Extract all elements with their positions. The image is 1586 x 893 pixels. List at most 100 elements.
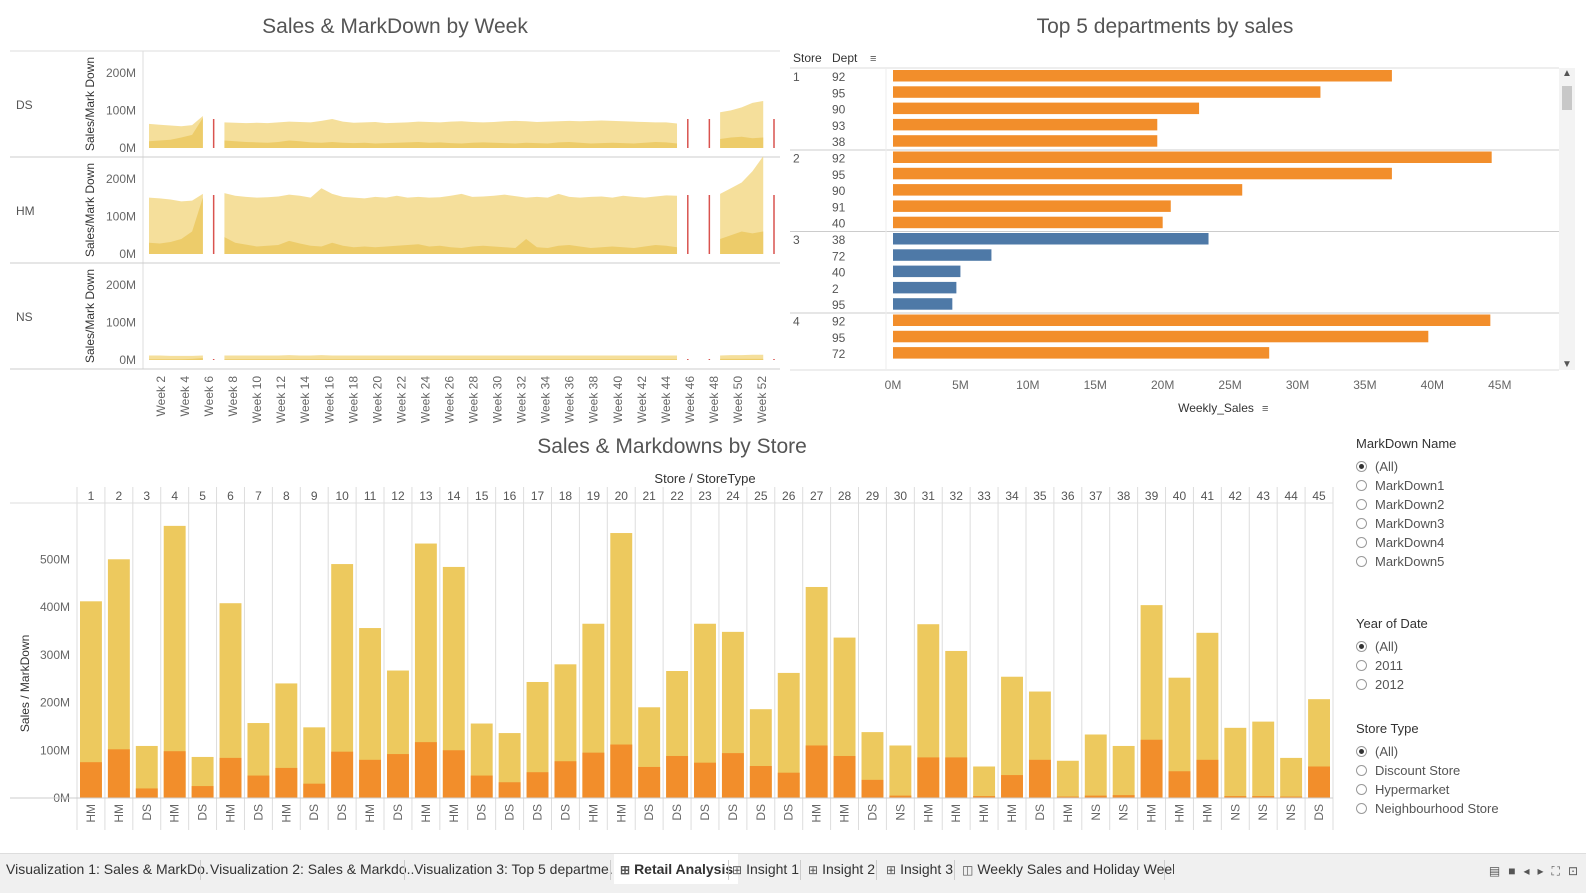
radio-icon[interactable]: [1356, 746, 1367, 757]
sheet-tab-label: Insight 1: [746, 861, 799, 877]
store-type-label: NS: [1117, 804, 1131, 821]
sheet-tab[interactable]: ⊞ Retail Analysis: [614, 854, 738, 884]
sheet-tab[interactable]: Visualization 1: Sales & MarkDo...: [0, 854, 210, 884]
store-number-label: 29: [866, 489, 880, 503]
store-markdown-bar: [470, 775, 493, 798]
sheet-tab[interactable]: Visualization 3: Top 5 departme...: [408, 854, 620, 884]
radio-icon[interactable]: [1356, 518, 1367, 529]
filter-option[interactable]: MarkDown2: [1356, 495, 1456, 514]
filter-store-type[interactable]: Store Type (All) Discount Store Hypermarke…: [1356, 721, 1499, 818]
store-type-label: DS: [782, 804, 796, 821]
week-y-tick: 100M: [106, 209, 136, 223]
dashboard-icon: ⊞: [808, 863, 819, 877]
radio-icon[interactable]: [1356, 480, 1367, 491]
fullscreen-icon[interactable]: ⛶: [1551, 864, 1560, 878]
filter-option[interactable]: (All): [1356, 742, 1499, 761]
store-chart-header: Store / StoreType: [654, 471, 755, 486]
store-type-label: DS: [754, 804, 768, 821]
dept-label: 92: [832, 315, 846, 329]
dept-bar: [893, 265, 961, 278]
store-markdown-bar: [666, 755, 689, 798]
store-type-label: NS: [1089, 804, 1103, 821]
radio-icon[interactable]: [1356, 660, 1367, 671]
radio-icon[interactable]: [1356, 765, 1367, 776]
filter-option[interactable]: MarkDown5: [1356, 552, 1456, 571]
tab-separator: [610, 860, 611, 880]
sheet-tab[interactable]: Visualization 2: Sales & Markdo...: [204, 854, 414, 884]
filter-option[interactable]: Discount Store: [1356, 761, 1499, 780]
store-number-label: 24: [726, 489, 740, 503]
store-type-label: DS: [475, 804, 489, 821]
week-markdown-area: [149, 117, 203, 148]
dept-x-tick: 10M: [1016, 378, 1039, 392]
filter-option[interactable]: 2012: [1356, 675, 1428, 694]
store-markdown-bar: [498, 782, 521, 798]
dept-label: 2: [832, 282, 839, 296]
dept-x-tick: 0M: [885, 378, 902, 392]
dept-bar: [893, 233, 1209, 245]
filter-year[interactable]: Year of Date (All) 2011 2012: [1356, 616, 1428, 694]
store-sales-bar: [1224, 727, 1247, 798]
sheet-tab[interactable]: ◫ Weekly Sales and Holiday Week: [956, 854, 1174, 884]
filter-option[interactable]: (All): [1356, 637, 1428, 656]
filter-option-label: (All): [1375, 744, 1399, 759]
store-markdown-bar: [749, 766, 772, 798]
week-x-tick: Week 48: [707, 376, 721, 423]
store-chart[interactable]: Store / StoreType Sales / MarkDown 500M 400…: [0, 465, 1345, 845]
store-markdown-bar: [191, 786, 214, 798]
store-type-label: DS: [307, 804, 321, 821]
filter-markdown-name[interactable]: MarkDown Name (All) MarkDown1 MarkDown2 Mar…: [1356, 436, 1456, 571]
store-markdown-bar: [303, 783, 326, 798]
week-markdown-area: [149, 197, 203, 254]
store-type-label: HM: [447, 804, 461, 823]
week-chart[interactable]: DS Sales/Mark Down 200M 100M 0M HM Sales/Mark …: [0, 0, 790, 430]
week-x-tick: Week 20: [370, 376, 384, 423]
store-sales-bar: [1196, 632, 1219, 798]
filter-option[interactable]: Neighbourhood Store: [1356, 799, 1499, 818]
radio-icon[interactable]: [1356, 679, 1367, 690]
filter-option[interactable]: MarkDown4: [1356, 533, 1456, 552]
week-y-tick: 200M: [106, 278, 136, 292]
store-type-label: DS: [558, 804, 572, 821]
grid-view-icon[interactable]: ▤: [1488, 864, 1501, 878]
radio-icon[interactable]: [1356, 461, 1367, 472]
sheet-tab[interactable]: ⊞ Insight 3: [880, 854, 964, 884]
store-sales-bar: [1252, 721, 1275, 798]
dept-chart[interactable]: Store Dept ≡ 1 92 95 90 93 38 2 92 95 90 91 40 3 38 72 40 2…: [790, 40, 1560, 425]
single-view-icon[interactable]: ■: [1508, 864, 1516, 878]
store-type-label: HM: [1172, 804, 1186, 823]
store-markdown-bar: [1056, 796, 1079, 798]
store-sales-bar: [917, 624, 940, 798]
radio-icon[interactable]: [1356, 803, 1367, 814]
week-markdown-area: [224, 140, 678, 148]
scroll-down-icon[interactable]: ▼: [1562, 359, 1572, 370]
next-sheet-icon[interactable]: ▸: [1537, 864, 1544, 878]
store-markdown-bar: [387, 754, 409, 798]
store-markdown-bar: [1001, 775, 1023, 798]
sheet-tab[interactable]: ⊞ Insight 2: [802, 854, 886, 884]
radio-icon[interactable]: [1356, 784, 1367, 795]
sheet-tab[interactable]: ⊞ Insight 1: [726, 854, 810, 884]
dept-bar: [893, 298, 953, 310]
radio-icon[interactable]: [1356, 537, 1367, 548]
radio-icon[interactable]: [1356, 499, 1367, 510]
store-markdown-bar: [80, 762, 102, 798]
scroll-thumb[interactable]: [1562, 86, 1572, 110]
dept-label: 90: [832, 184, 846, 198]
prev-sheet-icon[interactable]: ◂: [1523, 864, 1530, 878]
filter-option[interactable]: MarkDown3: [1356, 514, 1456, 533]
week-x-tick: Week 28: [467, 376, 481, 423]
filter-option[interactable]: MarkDown1: [1356, 476, 1456, 495]
scroll-up-icon[interactable]: ▲: [1562, 68, 1572, 79]
store-markdown-bar: [359, 759, 382, 798]
filter-option[interactable]: (All): [1356, 457, 1456, 476]
week-sales-area: [720, 101, 764, 148]
radio-icon[interactable]: [1356, 641, 1367, 652]
present-icon[interactable]: ⊡: [1567, 864, 1578, 878]
filter-option[interactable]: 2011: [1356, 656, 1428, 675]
store-type-label: HM: [586, 804, 600, 823]
filter-option[interactable]: Hypermarket: [1356, 780, 1499, 799]
week-x-tick: Week 14: [298, 376, 312, 423]
radio-icon[interactable]: [1356, 556, 1367, 567]
dept-scrollbar[interactable]: ▲ ▼: [1559, 68, 1575, 370]
